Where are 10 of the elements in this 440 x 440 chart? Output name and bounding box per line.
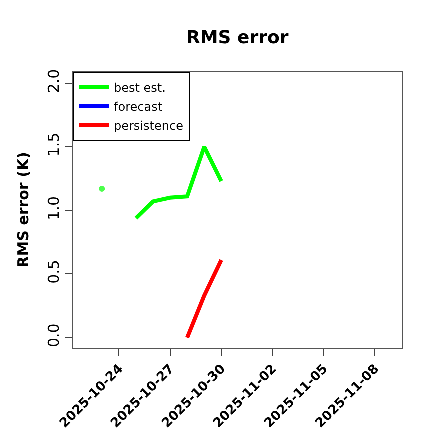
- y-tick-label: 0.0: [45, 324, 63, 348]
- y-tick-label: 0.5: [45, 260, 63, 284]
- legend-label: persistence: [114, 119, 184, 134]
- legend-label: forecast: [114, 100, 163, 114]
- y-axis-title: RMS error (K): [14, 152, 32, 268]
- y-tick-label: 1.0: [45, 196, 63, 220]
- y-tick-label: 2.0: [45, 69, 63, 94]
- chart-title: RMS error: [186, 28, 289, 49]
- legend-label: best est.: [114, 81, 166, 96]
- y-tick-label: 1.5: [45, 132, 63, 157]
